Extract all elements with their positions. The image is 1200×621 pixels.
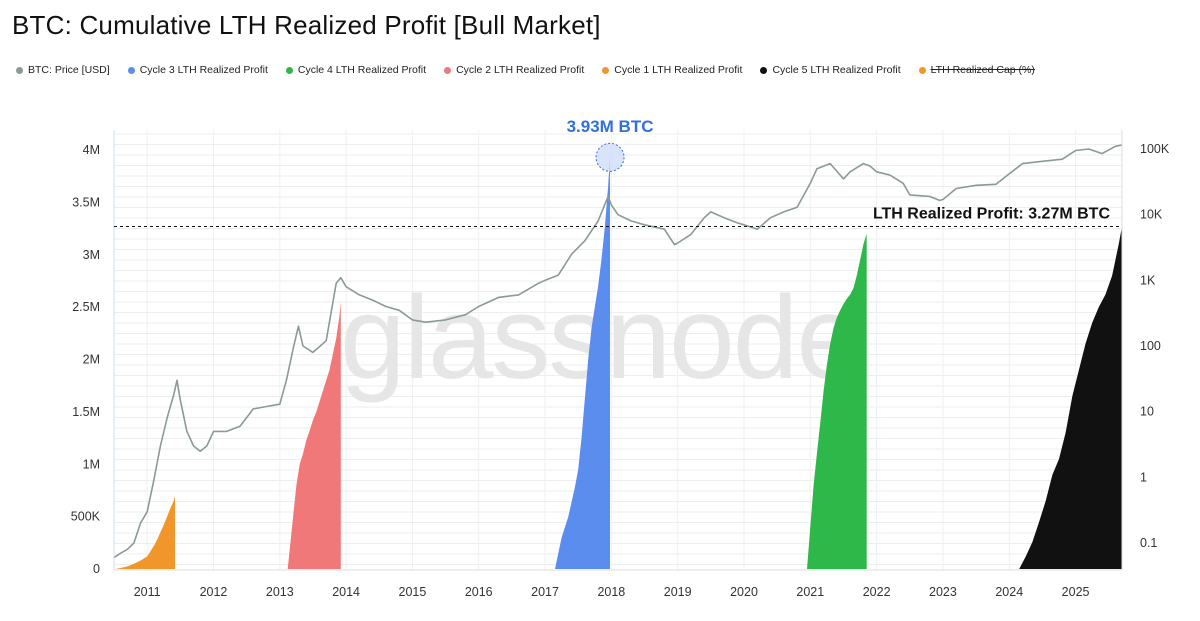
axes: 0 500K 1M 1.5M 2M 2.5M 3M 3.5M 4M 0.1 1 10 100 1K 10K 1… xyxy=(71,130,1170,599)
x-tick-label: 2014 xyxy=(332,585,360,599)
legend-dot-icon xyxy=(760,66,768,74)
chart-title: BTC: Cumulative LTH Realized Profit [Bul… xyxy=(12,10,601,40)
x-tick-label: 2018 xyxy=(597,585,625,599)
x-tick-label: 2012 xyxy=(200,585,228,599)
x-tick-label: 2013 xyxy=(266,585,294,599)
y-right-tick-label: 100K xyxy=(1140,142,1170,156)
x-tick-label: 2015 xyxy=(399,585,427,599)
y-right-tick-label: 100 xyxy=(1140,339,1161,353)
y-left-tick-label: 3M xyxy=(83,248,100,262)
x-tick-label: 2017 xyxy=(531,585,559,599)
legend-label: BTC: Price [USD] xyxy=(28,64,110,76)
y-left-tick-label: 1.5M xyxy=(72,405,100,419)
x-tick-label: 2025 xyxy=(1062,585,1090,599)
legend-label: Cycle 1 LTH Realized Profit xyxy=(614,64,743,76)
legend-item[interactable]: LTH Realized Cap (%) xyxy=(918,64,1035,76)
peak-label: 3.93M BTC xyxy=(567,117,654,136)
legend-item[interactable]: Cycle 1 LTH Realized Profit xyxy=(602,64,742,76)
y-right-tick-label: 1K xyxy=(1140,273,1156,287)
area-cycle-4-lth-realized-profit xyxy=(807,233,867,570)
legend-dot-icon xyxy=(285,66,293,74)
legend-item[interactable]: Cycle 5 LTH Realized Profit xyxy=(760,64,901,76)
legend-dot-icon xyxy=(918,66,926,74)
x-tick-label: 2024 xyxy=(995,585,1023,599)
realized-profit-label: LTH Realized Profit: 3.27M BTC xyxy=(873,205,1111,222)
y-right-tick-label: 10K xyxy=(1140,208,1163,222)
grid-lines xyxy=(114,130,1122,570)
legend-dot-icon xyxy=(16,66,23,74)
legend-label: Cycle 4 LTH Realized Profit xyxy=(297,64,427,76)
area-cycle-3-lth-realized-profit xyxy=(555,157,610,570)
y-left-tick-label: 2.5M xyxy=(72,300,100,314)
y-left-tick-label: 500K xyxy=(71,510,101,524)
legend-label: Cycle 5 LTH Realized Profit xyxy=(772,64,901,76)
x-tick-label: 2011 xyxy=(134,585,161,599)
legend-label: LTH Realized Cap (%) xyxy=(930,64,1035,76)
peak-marker xyxy=(595,142,625,172)
y-left-tick-label: 3.5M xyxy=(72,195,100,209)
y-right-tick-label: 10 xyxy=(1140,405,1154,419)
x-tick-label: 2016 xyxy=(465,585,493,599)
legend-item[interactable]: BTC: Price [USD] xyxy=(16,64,110,76)
legend-dot-icon xyxy=(602,66,610,74)
x-tick-label: 2022 xyxy=(863,585,891,599)
price-line xyxy=(113,144,1123,559)
y-left-tick-label: 0 xyxy=(93,562,100,576)
price-line-group xyxy=(113,144,1123,559)
area-cycle-2-lth-realized-profit xyxy=(287,301,341,569)
legend-item[interactable]: Cycle 3 LTH Realized Profit xyxy=(127,64,268,76)
y-left-tick-label: 1M xyxy=(83,457,100,471)
legend-dot-icon xyxy=(444,66,452,74)
chart-legend: BTC: Price [USD] Cycle 3 LTH Realized Pro… xyxy=(16,64,1053,76)
x-tick-label: 2021 xyxy=(796,585,824,599)
area-cycle-1-lth-realized-profit xyxy=(115,495,175,569)
legend-label: Cycle 2 LTH Realized Profit xyxy=(456,64,585,76)
x-tick-label: 2019 xyxy=(664,585,692,599)
legend-item[interactable]: Cycle 2 LTH Realized Profit xyxy=(444,64,584,76)
annotations: LTH Realized Profit: 3.27M BTC 3.93M BTC xyxy=(114,117,1122,227)
legend-dot-icon xyxy=(127,66,135,74)
y-left-tick-label: 4M xyxy=(83,143,100,157)
x-tick-label: 2023 xyxy=(929,585,957,599)
y-left-tick-label: 2M xyxy=(83,353,100,367)
legend-item[interactable]: Cycle 4 LTH Realized Profit xyxy=(285,64,427,76)
y-right-tick-label: 1 xyxy=(1140,470,1147,484)
area-cycle-5-lth-realized-profit xyxy=(1019,226,1122,569)
area-series xyxy=(115,157,1122,570)
y-right-tick-label: 0.1 xyxy=(1140,536,1157,550)
x-tick-label: 2020 xyxy=(730,585,758,599)
legend-label: Cycle 3 LTH Realized Profit xyxy=(139,64,268,76)
